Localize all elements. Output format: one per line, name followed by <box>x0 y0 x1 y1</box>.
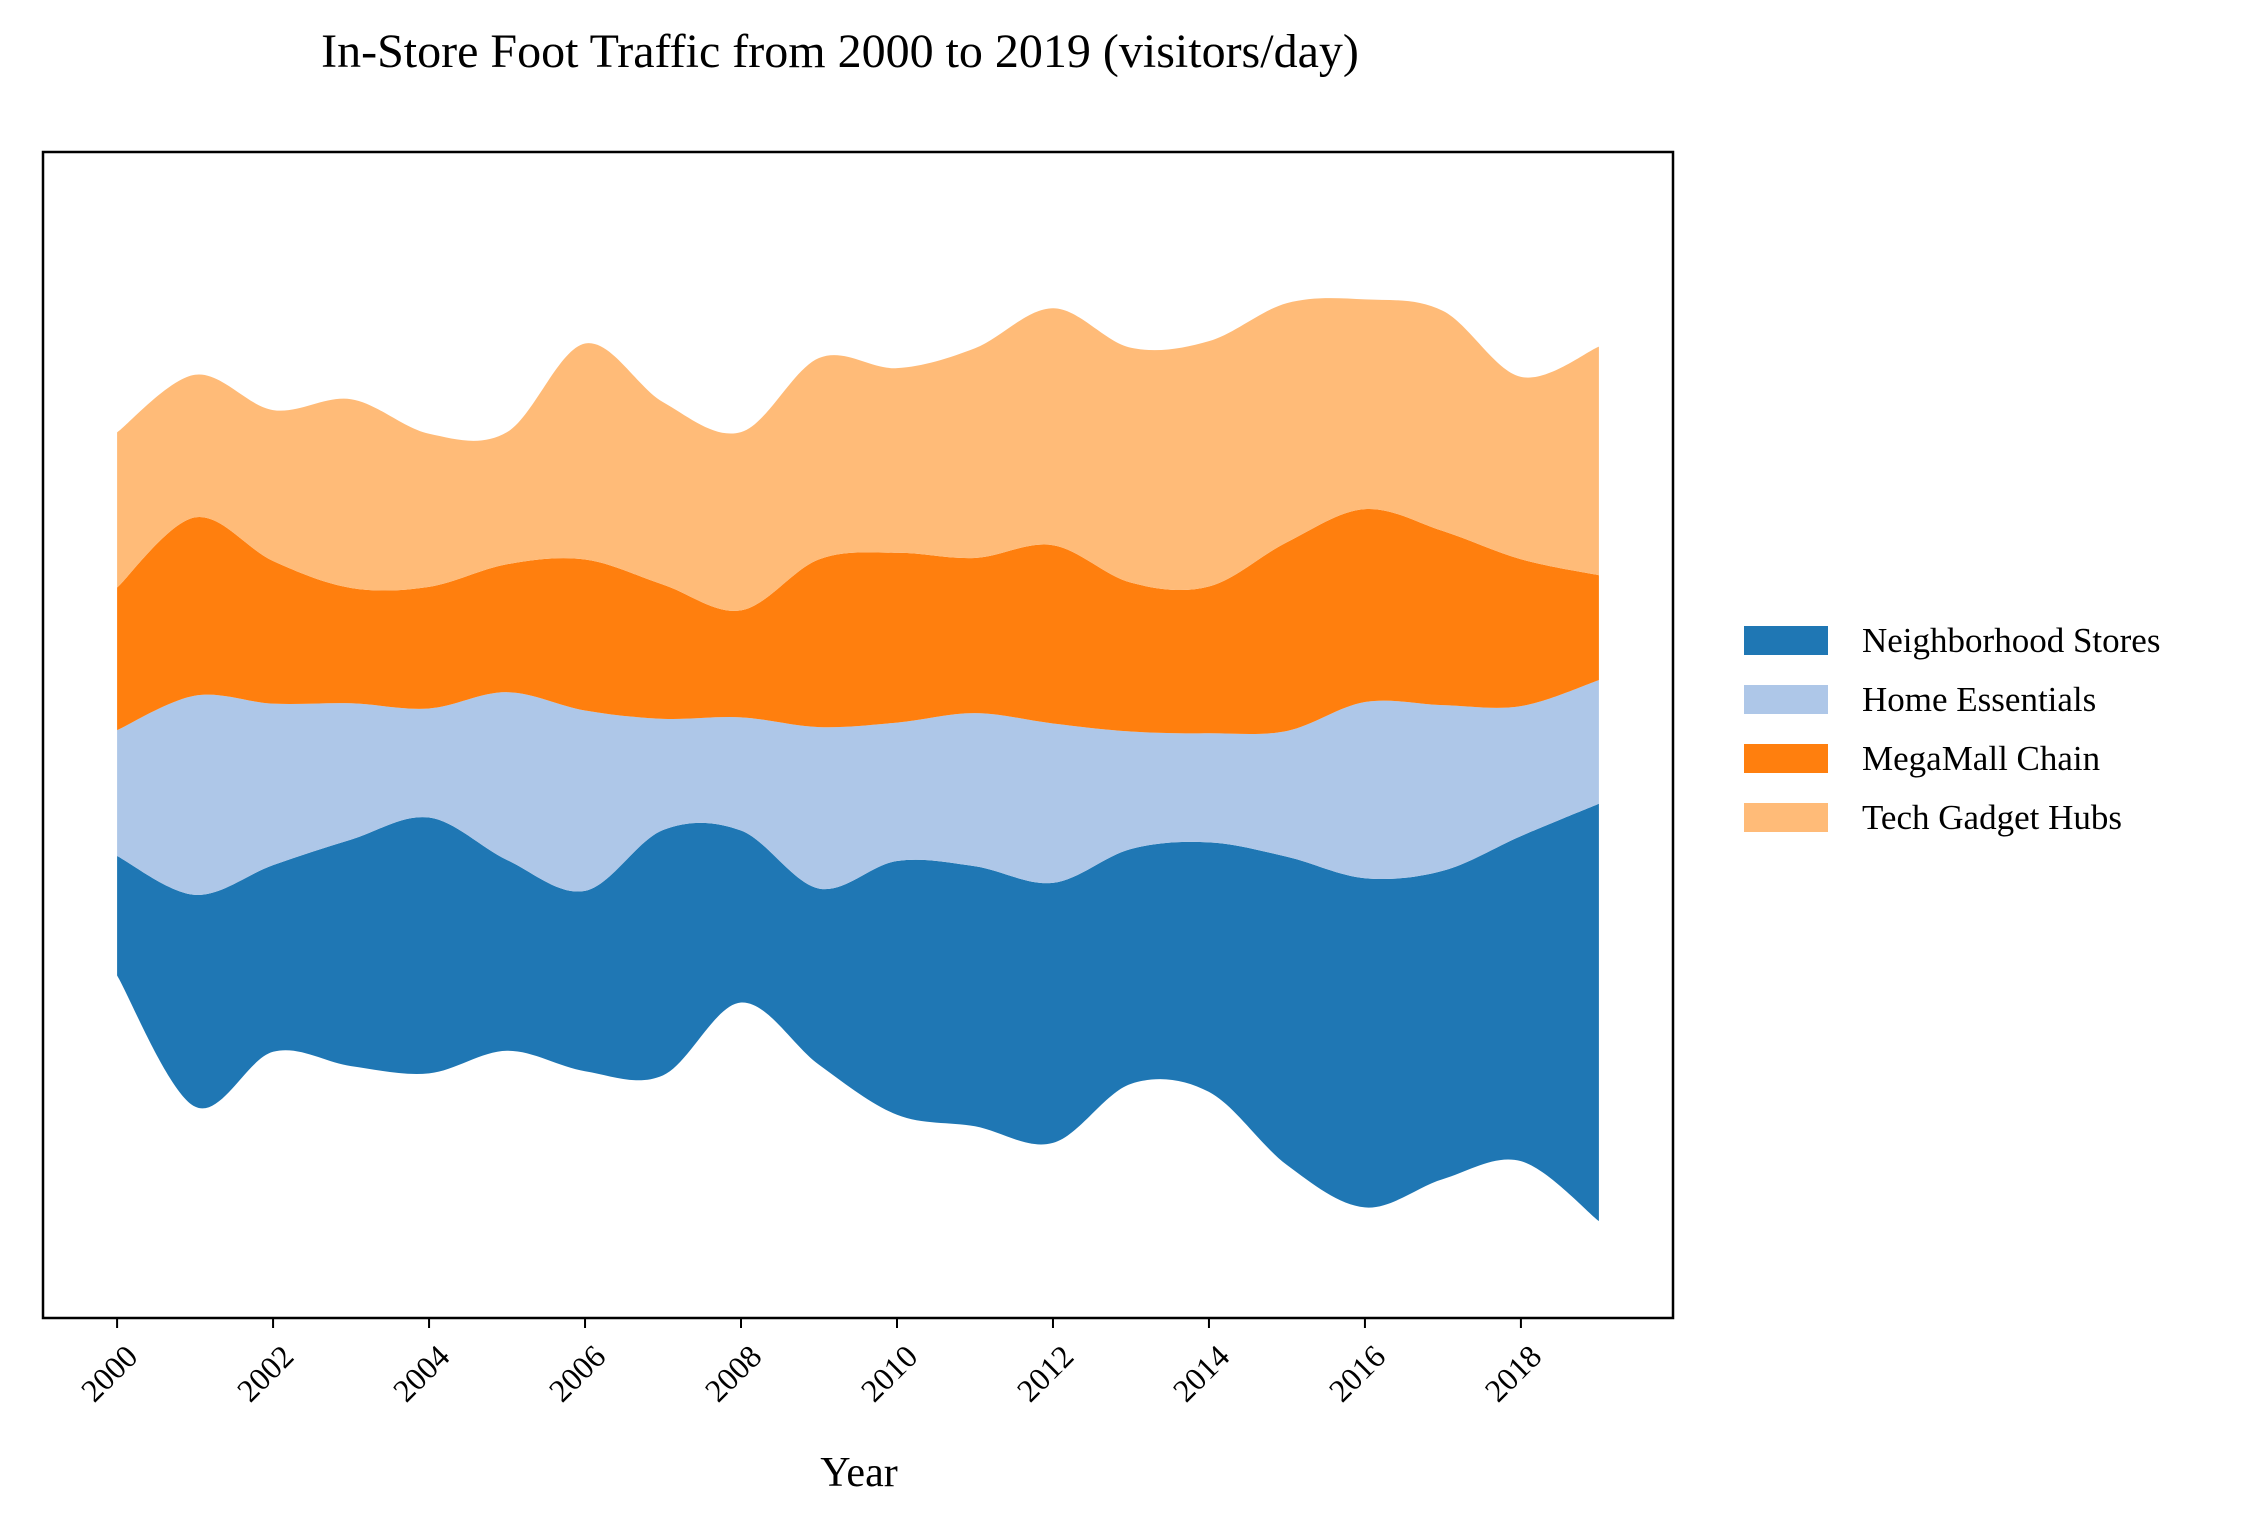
x-tick-label: 2006 <box>542 1338 613 1409</box>
legend: Neighborhood Stores Home Essentials MegaMa… <box>1744 621 2160 837</box>
chart-title: In-Store Foot Traffic from 2000 to 2019 … <box>321 25 1359 78</box>
x-tick-label: 2008 <box>698 1338 769 1409</box>
stream-layers <box>117 298 1599 1222</box>
legend-label: Tech Gadget Hubs <box>1862 798 2122 837</box>
x-tick-label: 2018 <box>1478 1338 1549 1409</box>
x-tick-label: 2004 <box>386 1338 457 1409</box>
x-tick-label: 2000 <box>74 1338 145 1409</box>
x-tick-label: 2012 <box>1010 1338 1081 1409</box>
x-tick-label: 2010 <box>854 1338 925 1409</box>
stream-tech-gadget-hubs <box>117 298 1599 611</box>
legend-label: Neighborhood Stores <box>1862 621 2160 660</box>
plot-frame <box>41 150 1675 1320</box>
legend-swatch <box>1744 685 1828 714</box>
stream-megamall-chain <box>117 508 1599 735</box>
legend-swatch <box>1744 626 1828 655</box>
legend-swatch <box>1744 803 1828 832</box>
legend-label: Home Essentials <box>1862 680 2096 719</box>
x-tick-label: 2002 <box>230 1338 301 1409</box>
x-tick-label: 2014 <box>1166 1338 1237 1409</box>
stream-neighborhood-stores <box>117 803 1599 1222</box>
stream-home-essentials <box>117 680 1599 895</box>
x-tick-label: 2016 <box>1322 1338 1393 1409</box>
legend-label: MegaMall Chain <box>1862 739 2100 778</box>
legend-swatch <box>1744 744 1828 773</box>
x-axis-label: Year <box>820 1450 897 1496</box>
x-axis-ticks: 2000 2002 2004 2006 2008 2010 2012 2014 2016 2018 <box>74 1318 1549 1409</box>
